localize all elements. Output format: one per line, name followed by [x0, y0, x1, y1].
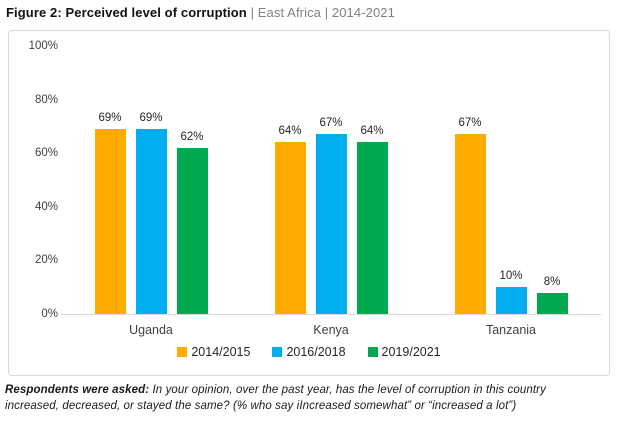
plot-area: 69% 69% 62% Uganda 64% 67% 64% Kenya 67% 10% 8% Tan…: [61, 46, 601, 337]
chart-plot-frame: 100% 80% 60% 40% 20% 0% 69% 69% 62% Uganda 64% 67%…: [8, 30, 610, 376]
bar-2014-2015: [94, 129, 126, 314]
bar-value-label: 64%: [360, 125, 384, 138]
y-axis-tick-labels: 100% 80% 60% 40% 20% 0%: [9, 40, 58, 320]
bar-2019-2021: [176, 147, 208, 314]
bar-2016-2018: [135, 129, 167, 314]
bar-holder: 64%: [274, 46, 306, 314]
bar-holder: 67%: [454, 46, 486, 314]
bar-2019-2021: [536, 292, 568, 314]
chart-legend: 2014/2015 2016/2018 2019/2021: [9, 345, 609, 359]
bar-2014-2015: [274, 142, 306, 314]
chart-title-bold: Figure 2: Perceived level of corruption: [6, 5, 247, 20]
bar-holder: 8%: [536, 46, 568, 314]
legend-item: 2014/2015: [177, 345, 250, 359]
chart-title: Figure 2: Perceived level of corruption …: [6, 5, 395, 20]
legend-swatch: [177, 347, 188, 357]
bar-value-label: 10%: [499, 270, 523, 283]
bar-holder: 10%: [495, 46, 527, 314]
y-axis-tick-label: 40%: [34, 200, 58, 213]
legend-swatch: [367, 347, 378, 357]
legend-item: 2016/2018: [272, 345, 346, 359]
bar-value-label: 62%: [180, 130, 204, 143]
bar-holder: 69%: [135, 46, 167, 314]
bar-group-uganda: 69% 69% 62% Uganda: [94, 46, 208, 337]
y-axis-tick-label: 100%: [28, 40, 58, 52]
bar-2016-2018: [315, 134, 347, 314]
bar-holder: 62%: [176, 46, 208, 314]
chart-footnote: Respondents were asked: In your opinion,…: [5, 382, 614, 414]
category-label-tanzania: Tanzania: [485, 323, 537, 337]
bar-2016-2018: [495, 287, 527, 314]
bar-value-label: 69%: [98, 112, 122, 125]
legend-item: 2019/2021: [367, 345, 441, 359]
bar-value-label: 67%: [458, 117, 482, 130]
category-label-uganda: Uganda: [129, 323, 173, 337]
footnote-line-2: increased, decreased, or stayed the same…: [5, 400, 517, 413]
bar-value-label: 8%: [543, 275, 561, 288]
y-axis-tick-label: 60%: [34, 147, 58, 160]
legend-label: 2014/2015: [191, 345, 251, 359]
footnote-line-1: In your opinion, over the past year, has…: [149, 384, 546, 396]
legend-swatch: [272, 347, 283, 357]
legend-label: 2019/2021: [381, 345, 441, 359]
footnote-lead: Respondents were asked:: [5, 384, 150, 396]
bar-2014-2015: [454, 134, 486, 314]
bar-holder: 64%: [356, 46, 388, 314]
bar-holder: 67%: [315, 46, 347, 314]
bar-value-label: 64%: [278, 125, 302, 138]
bar-2019-2021: [356, 142, 388, 314]
y-axis-tick-label: 0%: [41, 308, 58, 320]
chart-title-subtitle: | East Africa | 2014-2021: [246, 5, 395, 20]
bar-value-label: 67%: [319, 117, 343, 130]
y-axis-tick-label: 80%: [34, 93, 58, 106]
category-label-kenya: Kenya: [313, 323, 349, 337]
bar-group-kenya: 64% 67% 64% Kenya: [274, 46, 388, 337]
bar-group-tanzania: 67% 10% 8% Tanzania: [454, 46, 568, 337]
y-axis-tick-label: 20%: [34, 254, 58, 267]
legend-label: 2016/2018: [286, 345, 346, 359]
bar-value-label: 69%: [139, 112, 163, 125]
bar-holder: 69%: [94, 46, 126, 314]
